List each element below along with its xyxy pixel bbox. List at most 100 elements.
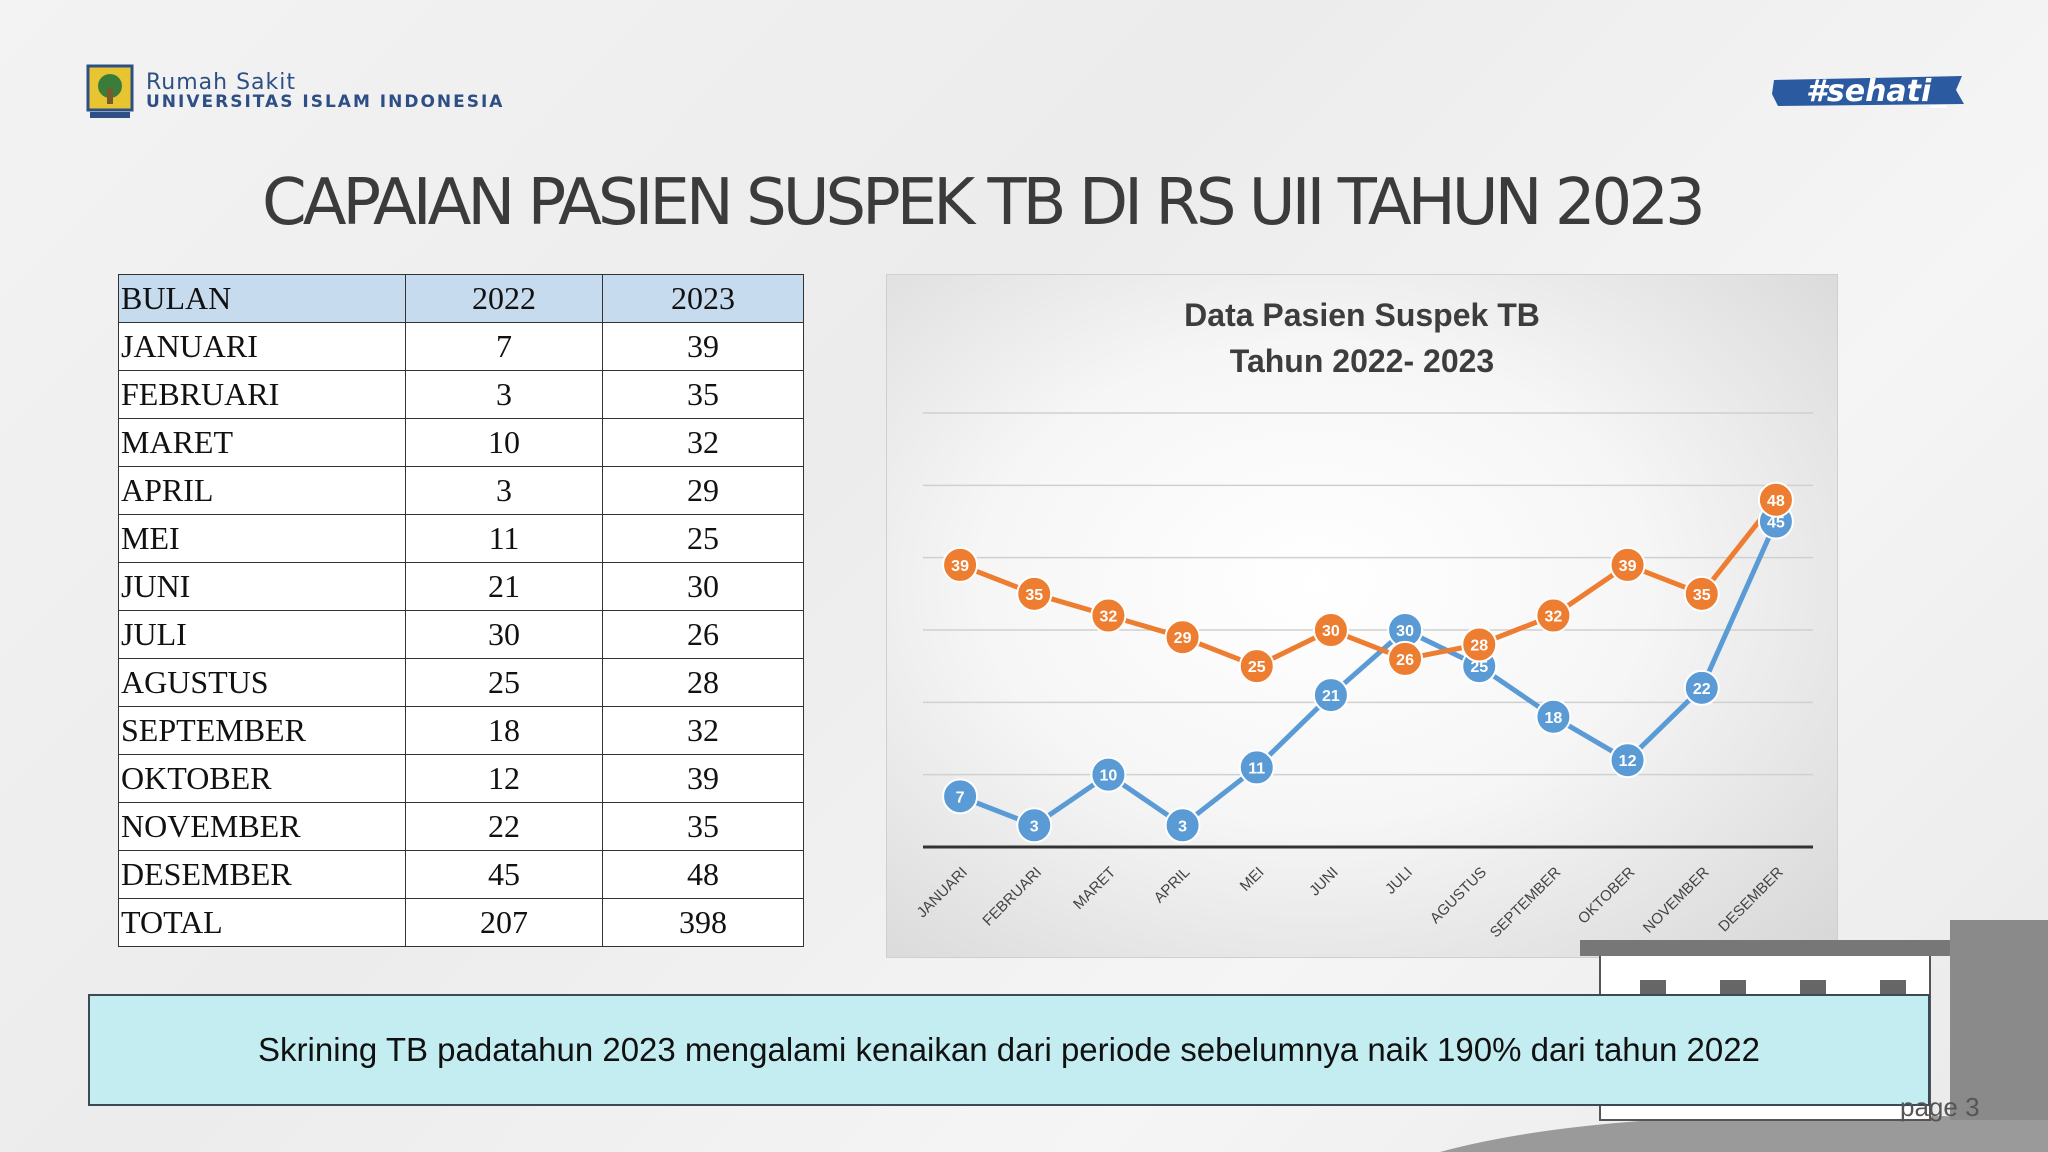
value-2023-cell: 30 bbox=[602, 562, 804, 611]
header-cell: 2022 bbox=[405, 274, 603, 323]
table-row: AGUSTUS 25 28 bbox=[118, 658, 804, 707]
table-row: JULI 30 26 bbox=[118, 610, 804, 659]
data-label: 35 bbox=[1025, 587, 1043, 604]
data-point bbox=[1535, 698, 1572, 735]
data-point bbox=[1090, 756, 1127, 793]
chart-title: Data Pasien Suspek TB bbox=[1184, 297, 1540, 333]
data-point bbox=[942, 546, 979, 583]
value-2023-cell: 26 bbox=[602, 610, 804, 659]
data-label: 21 bbox=[1322, 688, 1340, 705]
month-cell: JUNI bbox=[118, 562, 406, 611]
data-label: 32 bbox=[1100, 609, 1118, 626]
month-cell: JANUARI bbox=[118, 322, 406, 371]
data-label: 12 bbox=[1619, 753, 1637, 770]
data-point bbox=[1016, 575, 1053, 612]
table-total-row: TOTAL 207 398 bbox=[118, 898, 804, 947]
value-2022-cell: 3 bbox=[405, 466, 603, 515]
data-label: 3 bbox=[1178, 818, 1187, 835]
x-tick-label: JUNI bbox=[1306, 864, 1342, 900]
data-point bbox=[1238, 749, 1275, 786]
data-label: 22 bbox=[1693, 681, 1711, 698]
x-tick-label: JANUARI bbox=[914, 864, 971, 921]
data-label: 28 bbox=[1470, 637, 1488, 654]
value-2023-cell: 25 bbox=[602, 514, 804, 563]
data-label: 10 bbox=[1100, 768, 1118, 785]
table-row: FEBRUARI 3 35 bbox=[118, 370, 804, 419]
table-row: OKTOBER 12 39 bbox=[118, 754, 804, 803]
data-label: 45 bbox=[1767, 515, 1785, 532]
hospital-logo: Rumah Sakit UNIVERSITAS ISLAM INDONESIA bbox=[86, 62, 526, 122]
series-line-1 bbox=[959, 520, 1779, 828]
chart-subtitle: Tahun 2022- 2023 bbox=[1229, 343, 1495, 379]
data-point bbox=[1609, 742, 1646, 779]
data-label: 30 bbox=[1322, 623, 1340, 640]
total-label-cell: TOTAL bbox=[118, 898, 406, 947]
total-2023-cell: 398 bbox=[602, 898, 804, 947]
tagline: #sehati_ bbox=[1806, 74, 1947, 109]
header-cell: 2023 bbox=[602, 274, 804, 323]
data-label: 25 bbox=[1470, 659, 1488, 676]
month-cell: MEI bbox=[118, 514, 406, 563]
data-label: 11 bbox=[1248, 760, 1265, 777]
value-2023-cell: 29 bbox=[602, 466, 804, 515]
month-cell: SEPTEMBER bbox=[118, 706, 406, 755]
value-2022-cell: 18 bbox=[405, 706, 603, 755]
table-row: DESEMBER 45 48 bbox=[118, 850, 804, 899]
value-2022-cell: 21 bbox=[405, 562, 603, 611]
value-2023-cell: 48 bbox=[602, 850, 804, 899]
data-label: 26 bbox=[1396, 652, 1414, 669]
month-cell: FEBRUARI bbox=[118, 370, 406, 419]
x-tick-label: FEBRUARI bbox=[979, 864, 1045, 930]
data-point bbox=[1090, 597, 1127, 634]
page-number: page 3 bbox=[1900, 1092, 1980, 1122]
data-point bbox=[1535, 597, 1572, 634]
data-point bbox=[1609, 546, 1646, 583]
month-cell: NOVEMBER bbox=[118, 802, 406, 851]
series-line-2 bbox=[959, 498, 1778, 669]
data-point bbox=[1387, 640, 1424, 677]
x-tick-label: OKTOBER bbox=[1575, 864, 1639, 928]
value-2022-cell: 22 bbox=[405, 802, 603, 851]
uii-emblem-icon bbox=[86, 64, 134, 118]
x-tick-label: APRIL bbox=[1151, 864, 1194, 907]
value-2023-cell: 39 bbox=[602, 754, 804, 803]
value-2023-cell: 39 bbox=[602, 322, 804, 371]
value-2022-cell: 7 bbox=[405, 322, 603, 371]
logo-text-line1: Rumah Sakit bbox=[146, 70, 297, 95]
page-title: CAPAIAN PASIEN SUSPEK TB DI RS UII TAHUN… bbox=[262, 166, 1706, 240]
table-row: NOVEMBER 22 35 bbox=[118, 802, 804, 851]
data-point bbox=[1683, 575, 1720, 612]
month-cell: AGUSTUS bbox=[118, 658, 406, 707]
table-row: MEI 11 25 bbox=[118, 514, 804, 563]
data-label: 39 bbox=[951, 558, 969, 575]
data-label: 39 bbox=[1619, 558, 1637, 575]
line-chart: JANUARI FEBRUARI MARET APRIL MEI JUNI JULI AGUS… bbox=[914, 412, 1813, 941]
month-cell: DESEMBER bbox=[118, 850, 406, 899]
summary-note: Skrining TB padatahun 2023 mengalami ken… bbox=[88, 994, 1930, 1106]
total-2022-cell: 207 bbox=[405, 898, 603, 947]
logo-text-line2: UNIVERSITAS ISLAM INDONESIA bbox=[146, 92, 505, 112]
table-header-row: BULAN 2022 2023 bbox=[118, 274, 804, 323]
data-point bbox=[1312, 612, 1349, 648]
value-2023-cell: 35 bbox=[602, 370, 804, 419]
data-point bbox=[1238, 648, 1275, 685]
data-table: BULAN 2022 2023 JANUARI 7 39 FEBRUARI 3 35 M… bbox=[118, 274, 804, 947]
data-point bbox=[1164, 807, 1201, 844]
header-cell: BULAN bbox=[118, 274, 406, 323]
month-cell: MARET bbox=[118, 418, 406, 467]
data-point bbox=[1461, 626, 1498, 663]
chart-panel: Data Pasien Suspek TB Tahun 2022- 2023 J… bbox=[886, 274, 1838, 958]
value-2023-cell: 28 bbox=[602, 658, 804, 707]
month-cell: APRIL bbox=[118, 466, 406, 515]
value-2022-cell: 45 bbox=[405, 850, 603, 899]
sehati-brush-banner bbox=[1772, 76, 1964, 106]
summary-note-text: Skrining TB padatahun 2023 mengalami ken… bbox=[258, 1031, 1760, 1068]
month-cell: OKTOBER bbox=[118, 754, 406, 803]
data-label: 25 bbox=[1248, 659, 1266, 676]
data-point bbox=[1683, 669, 1720, 706]
data-point bbox=[1164, 619, 1201, 656]
data-label: 18 bbox=[1545, 710, 1563, 727]
month-cell: JULI bbox=[118, 610, 406, 659]
table-row: JANUARI 7 39 bbox=[118, 322, 804, 371]
value-2023-cell: 32 bbox=[602, 418, 804, 467]
